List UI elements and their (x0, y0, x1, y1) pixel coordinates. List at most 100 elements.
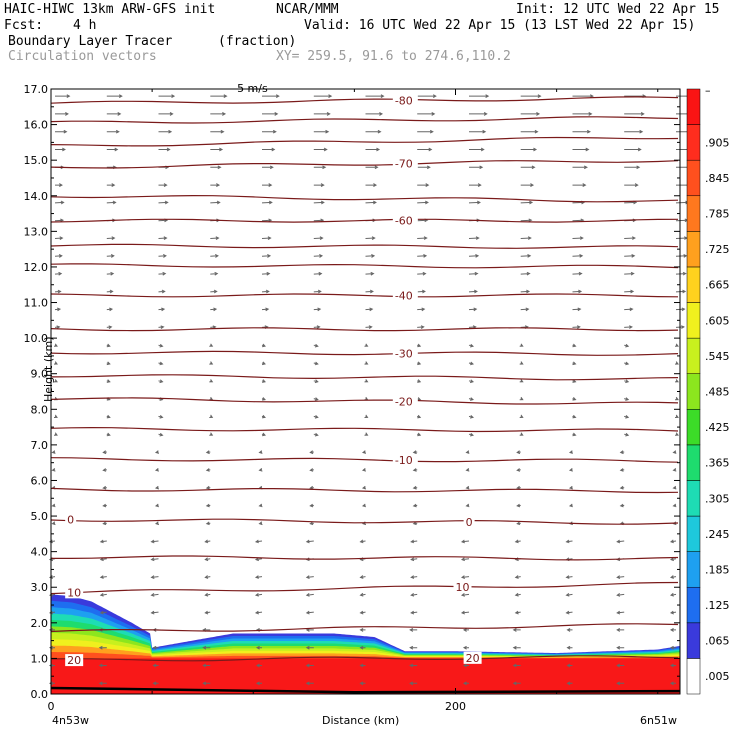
circulation-vector (670, 575, 677, 579)
circulation-vector (51, 450, 56, 454)
circulation-vector (619, 503, 625, 508)
y-tick-label: 10.0 (24, 332, 49, 345)
circulation-vector (210, 200, 221, 205)
colorbar-label: .905 (705, 136, 730, 149)
circulation-vector (568, 503, 573, 508)
circulation-vector (150, 575, 159, 579)
circulation-vector (106, 414, 111, 419)
circulation-vector (460, 610, 470, 615)
circulation-vector (313, 397, 319, 401)
circulation-vector (669, 645, 676, 650)
circulation-vector (624, 415, 630, 419)
colorbar-segment (686, 337, 701, 374)
y-tick-label: 7.0 (31, 439, 49, 452)
circulation-vector (254, 557, 263, 562)
contour-label-bg (392, 347, 418, 360)
circulation-vector (514, 575, 521, 579)
circulation-vector (417, 343, 422, 348)
circulation-vector (469, 129, 487, 134)
circulation-vector (106, 129, 120, 134)
colorbar-label: – (705, 84, 711, 97)
circulation-vector (305, 645, 314, 650)
colorbar-segment (686, 88, 701, 125)
temperature-contour (50, 487, 679, 494)
plot-frame (50, 88, 681, 695)
y-tick-label: 17.0 (24, 83, 49, 96)
contour-label-bg (392, 214, 418, 227)
circulation-vector (98, 681, 107, 686)
circulation-vector (255, 645, 262, 650)
circulation-vector (675, 200, 690, 205)
circulation-vector (262, 165, 274, 170)
circulation-vector (572, 432, 577, 437)
circulation-vector (158, 343, 164, 348)
circulation-vector (209, 396, 214, 401)
circulation-vector (469, 94, 490, 99)
circulation-vector (670, 610, 677, 615)
circulation-vector (568, 485, 573, 490)
circulation-vector (158, 271, 167, 276)
colorbar-segment (686, 622, 701, 659)
circulation-vector (512, 628, 521, 632)
circulation-vector (468, 254, 480, 258)
temperature-contour (50, 96, 679, 104)
circulation-vector (365, 254, 376, 258)
circulation-vector (305, 593, 314, 597)
circulation-vector (106, 147, 119, 152)
circulation-vector (519, 414, 524, 418)
circulation-vector (361, 468, 367, 472)
circulation-vector (616, 575, 625, 579)
circulation-vector (313, 236, 324, 241)
circulation-vector (209, 343, 214, 347)
y-tick-label: 2.0 (31, 617, 49, 630)
colorbar-label: .785 (705, 208, 730, 221)
temperature-contour (51, 555, 679, 561)
circulation-vector (462, 681, 469, 686)
circulation-vector (674, 361, 679, 365)
y-tick-label: 0.0 (31, 688, 49, 701)
circulation-vector (364, 414, 369, 418)
circulation-vector (675, 254, 688, 258)
circulation-vector (417, 414, 422, 419)
circulation-vector (261, 414, 266, 419)
contour-label-bg (392, 157, 418, 170)
circulation-vector (150, 557, 159, 562)
circulation-vector (619, 485, 625, 490)
circulation-vector (205, 450, 211, 455)
circulation-vector (102, 468, 107, 472)
circulation-vector (51, 468, 56, 472)
circulation-vector (616, 592, 625, 597)
circulation-vector (514, 539, 521, 544)
circulation-vector (365, 147, 381, 152)
circulation-vector (566, 663, 573, 668)
contour-label: 10 (67, 586, 81, 599)
circulation-vector (102, 521, 107, 526)
circulation-vector (152, 645, 159, 650)
circulation-vector (55, 147, 66, 152)
circulation-vector (106, 432, 111, 437)
circulation-vector (365, 112, 384, 116)
colorbar-segment (686, 302, 701, 339)
circulation-vector (54, 254, 63, 258)
circulation-vector (364, 432, 369, 436)
circulation-vector (572, 414, 577, 419)
y-tick-label: 11.0 (24, 297, 49, 310)
circulation-vector (566, 645, 573, 650)
circulation-vector (154, 521, 160, 526)
circulation-vector (313, 343, 319, 348)
circulation-vector (417, 147, 433, 152)
circulation-vector (624, 397, 630, 401)
circulation-vector (210, 112, 227, 116)
circulation-vector (54, 236, 64, 241)
circulation-vector (417, 112, 436, 116)
colorbar-segment (686, 266, 701, 303)
circulation-vector (672, 503, 677, 508)
circulation-vector (417, 289, 426, 294)
field-name: Boundary Layer Tracer (8, 34, 173, 49)
circulation-vector (262, 94, 280, 99)
circulation-vector (624, 343, 630, 348)
x-end-location: 6n51w (640, 714, 677, 727)
colorbar-label: .305 (705, 492, 730, 505)
circulation-vector (520, 147, 538, 152)
circulation-vector (158, 254, 167, 258)
